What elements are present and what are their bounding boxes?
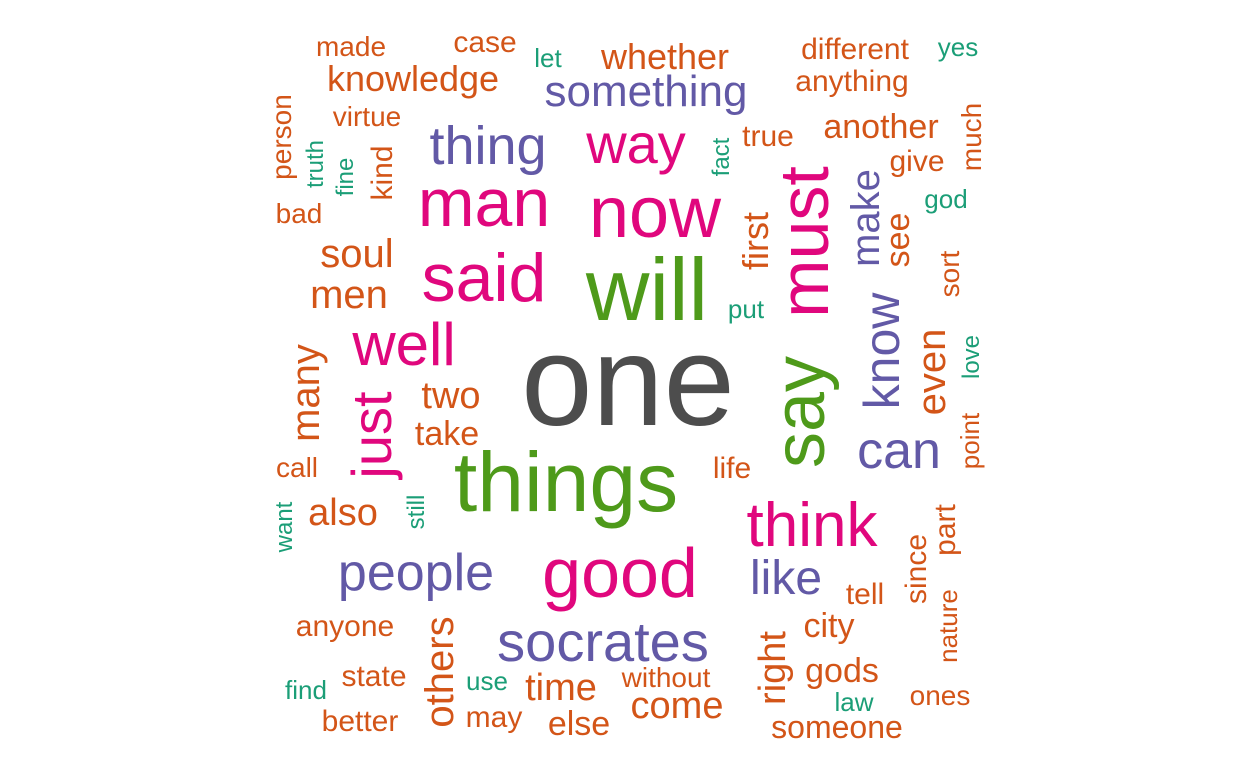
word-man: man (417, 165, 551, 241)
word-anything: anything (795, 65, 909, 98)
word-state: state (341, 660, 407, 693)
word-ones: ones (909, 680, 971, 711)
word-fine: fine (332, 157, 359, 197)
word-since: since (900, 533, 933, 605)
word-law: law (834, 687, 874, 717)
word-just: just (340, 391, 403, 479)
word-time: time (525, 667, 597, 709)
word-else: else (547, 705, 611, 743)
word-also: also (308, 492, 378, 534)
word-person: person (266, 94, 297, 180)
word-city: city (803, 607, 855, 645)
word-say: say (760, 355, 840, 469)
word-let: let (534, 43, 562, 73)
word-good: good (542, 534, 698, 612)
word-come: come (630, 685, 724, 727)
word-truth: truth (302, 139, 329, 189)
word-anyone: anyone (295, 610, 395, 643)
word-like: like (749, 552, 823, 605)
word-someone: someone (771, 709, 903, 745)
word-soul: soul (320, 232, 394, 276)
word-well: well (352, 311, 456, 378)
word-nature: nature (933, 589, 963, 663)
word-way: way (586, 112, 686, 175)
word-point: point (955, 412, 985, 470)
word-socrates: socrates (497, 610, 709, 673)
word-tell: tell (845, 578, 885, 611)
word-still: still (403, 494, 430, 530)
word-yes: yes (937, 32, 979, 62)
word-fact: fact (708, 137, 735, 177)
word-something: something (544, 67, 748, 116)
word-men: men (310, 273, 388, 317)
word-think: think (746, 491, 878, 560)
word-find: find (285, 675, 327, 705)
word-gods: gods (805, 652, 879, 690)
word-must: must (765, 166, 843, 318)
word-god: god (924, 184, 968, 214)
word-case: case (453, 26, 517, 59)
word-see: see (879, 212, 917, 268)
word-sort: sort (934, 250, 965, 298)
word-people: people (337, 544, 495, 602)
word-one: one (521, 310, 735, 453)
word-life: life (712, 452, 752, 485)
word-many: many (284, 344, 328, 442)
word-without: without (621, 662, 711, 693)
word-take: take (414, 415, 480, 453)
word-want: want (271, 501, 298, 553)
word-others: others (418, 616, 462, 728)
word-whether: whether (600, 36, 730, 77)
word-said: said (421, 240, 547, 316)
word-give: give (889, 145, 945, 178)
word-things: things (453, 435, 679, 529)
word-call: call (275, 452, 319, 483)
word-right: right (752, 631, 794, 705)
word-will: will (585, 240, 709, 339)
word-two: two (421, 375, 481, 417)
word-better: better (321, 705, 399, 738)
word-another: another (823, 108, 939, 146)
word-can: can (857, 422, 941, 480)
word-made: made (315, 31, 387, 62)
word-true: true (742, 120, 794, 153)
word-use: use (466, 666, 508, 696)
word-thing: thing (429, 116, 547, 176)
word-even: even (910, 328, 954, 416)
word-may: may (465, 701, 523, 734)
word-kind: kind (366, 145, 399, 201)
word-put: put (727, 294, 765, 324)
word-bad: bad (275, 198, 323, 229)
word-much: much (956, 102, 987, 172)
word-knowledge: knowledge (326, 58, 500, 99)
word-first: first (735, 212, 776, 270)
word-part: part (929, 504, 962, 556)
word-know: know (854, 292, 910, 410)
word-virtue: virtue (332, 101, 402, 132)
word-different: different (801, 33, 909, 66)
word-love: love (958, 334, 985, 380)
word-now: now (588, 173, 722, 253)
